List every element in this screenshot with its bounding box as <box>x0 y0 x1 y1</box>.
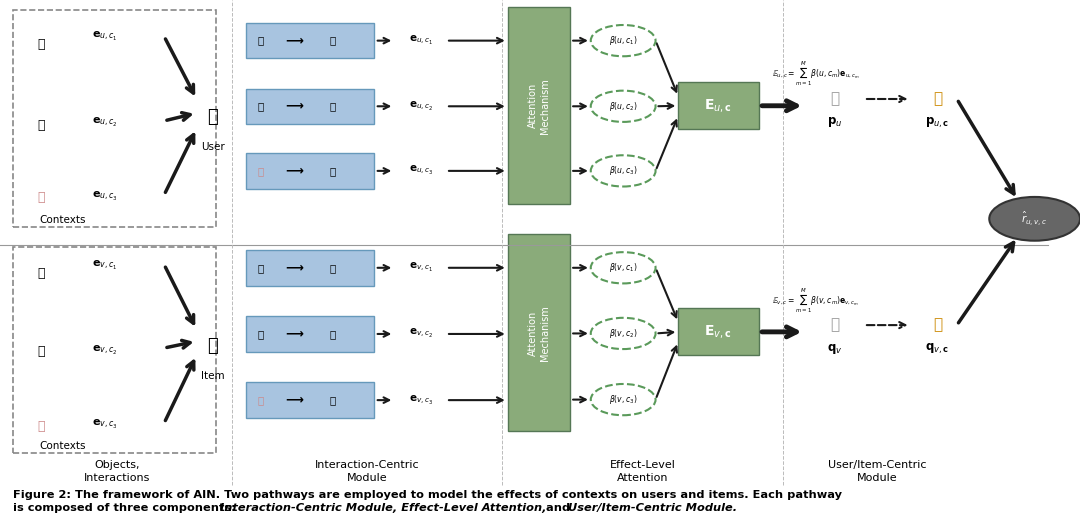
Text: $\mathbf{q}_v$: $\mathbf{q}_v$ <box>827 342 842 356</box>
Text: Attention
Mechanism: Attention Mechanism <box>528 78 550 134</box>
Text: $\mathbf{E}_{u,\mathbf{c}}$: $\mathbf{E}_{u,\mathbf{c}}$ <box>704 97 732 114</box>
Text: 🕐: 🕐 <box>257 329 264 339</box>
Text: $\mathbf{e}_{u, c_2}$: $\mathbf{e}_{u, c_2}$ <box>409 100 433 113</box>
Text: User/Item-Centric Module.: User/Item-Centric Module. <box>568 503 738 514</box>
Text: 👤: 👤 <box>38 192 44 204</box>
Text: $\beta(v, c_1)$: $\beta(v, c_1)$ <box>609 262 637 274</box>
Text: 🍪: 🍪 <box>933 318 942 332</box>
Text: ⟶: ⟶ <box>285 165 302 177</box>
FancyBboxPatch shape <box>246 316 374 352</box>
Text: 🍪: 🍪 <box>831 318 839 332</box>
FancyBboxPatch shape <box>246 153 374 189</box>
Text: $\mathbf{e}_{v, c_2}$: $\mathbf{e}_{v, c_2}$ <box>409 327 433 341</box>
Text: 🏠: 🏠 <box>257 263 264 273</box>
FancyBboxPatch shape <box>508 7 570 204</box>
Text: Interaction-Centric
Module: Interaction-Centric Module <box>315 460 419 483</box>
Text: $\mathbb{E}_{v,c} = \sum_{m=1}^{M} \beta(v,c_m)\mathbf{e}_{v,c_m}$: $\mathbb{E}_{v,c} = \sum_{m=1}^{M} \beta… <box>772 287 859 316</box>
FancyBboxPatch shape <box>678 82 759 129</box>
Text: Interactions: Interactions <box>83 473 150 483</box>
Text: $\mathbf{e}_{u, c_1}$: $\mathbf{e}_{u, c_1}$ <box>409 34 433 47</box>
Text: 👤: 👤 <box>257 166 264 176</box>
Text: Attention
Mechanism: Attention Mechanism <box>528 305 550 361</box>
Text: 👤: 👤 <box>38 420 44 432</box>
Text: ⟶: ⟶ <box>285 394 302 406</box>
Text: 🍪: 🍪 <box>207 338 218 355</box>
FancyBboxPatch shape <box>246 89 374 124</box>
Text: 👤: 👤 <box>933 92 942 106</box>
Text: $\hat{r}_{u,v,c}$: $\hat{r}_{u,v,c}$ <box>1022 209 1048 228</box>
Text: $\mathbf{e}_{v, c_3}$: $\mathbf{e}_{v, c_3}$ <box>92 418 118 431</box>
Text: User/Item-Centric
Module: User/Item-Centric Module <box>827 460 927 483</box>
Text: $\beta(u, c_3)$: $\beta(u, c_3)$ <box>609 165 637 177</box>
Text: $\beta(v, c_2)$: $\beta(v, c_2)$ <box>609 327 637 340</box>
FancyBboxPatch shape <box>246 23 374 58</box>
Text: 🕐: 🕐 <box>38 345 44 358</box>
Text: $\beta(u, c_2)$: $\beta(u, c_2)$ <box>609 100 637 113</box>
FancyBboxPatch shape <box>508 234 570 431</box>
Text: Contexts: Contexts <box>39 215 86 225</box>
Text: $\mathbb{E}_{u,c} = \sum_{m=1}^{M} \beta(u,c_m)\mathbf{e}_{u,c_m}$: $\mathbb{E}_{u,c} = \sum_{m=1}^{M} \beta… <box>772 59 860 89</box>
Text: $\mathbf{E}_{v,\mathbf{c}}$: $\mathbf{E}_{v,\mathbf{c}}$ <box>704 324 732 340</box>
Text: $\mathbf{q}_{v,\mathbf{c}}$: $\mathbf{q}_{v,\mathbf{c}}$ <box>926 342 949 356</box>
Text: User: User <box>201 142 225 152</box>
Circle shape <box>989 197 1080 241</box>
Text: 🕐: 🕐 <box>257 101 264 111</box>
Text: 🍪: 🍪 <box>329 395 336 405</box>
Text: Item: Item <box>201 371 225 381</box>
Text: $\beta(v, c_3)$: $\beta(v, c_3)$ <box>609 393 637 406</box>
Text: 👤: 👤 <box>831 92 839 106</box>
Text: $\mathbf{e}_{v, c_2}$: $\mathbf{e}_{v, c_2}$ <box>92 343 118 357</box>
Text: $\mathbf{e}_{v, c_1}$: $\mathbf{e}_{v, c_1}$ <box>92 259 118 272</box>
Text: and: and <box>542 503 575 514</box>
Text: 🕐: 🕐 <box>38 119 44 131</box>
Text: Effect-Level
Attention: Effect-Level Attention <box>610 460 675 483</box>
Text: $\mathbf{e}_{u, c_1}$: $\mathbf{e}_{u, c_1}$ <box>92 30 118 43</box>
Text: Interaction-Centric Module, Effect-Level Attention,: Interaction-Centric Module, Effect-Level… <box>220 503 546 514</box>
Text: 🏠: 🏠 <box>38 38 44 51</box>
FancyBboxPatch shape <box>246 250 374 286</box>
Text: $\mathbf{p}_u$: $\mathbf{p}_u$ <box>827 116 842 129</box>
Text: 🍪: 🍪 <box>329 263 336 273</box>
Text: Figure 2: The framework of AIN. Two pathways are employed to model the effects o: Figure 2: The framework of AIN. Two path… <box>13 490 842 500</box>
Text: 👤: 👤 <box>329 35 336 46</box>
Text: 🏠: 🏠 <box>257 35 264 46</box>
Text: ⟶: ⟶ <box>285 328 302 340</box>
Text: Contexts: Contexts <box>39 441 86 452</box>
FancyBboxPatch shape <box>246 382 374 418</box>
Text: Objects,: Objects, <box>94 460 139 470</box>
Text: $\mathbf{e}_{v, c_1}$: $\mathbf{e}_{v, c_1}$ <box>409 261 433 275</box>
Text: 👤: 👤 <box>257 395 264 405</box>
Text: $\mathbf{e}_{u, c_3}$: $\mathbf{e}_{u, c_3}$ <box>409 164 433 178</box>
FancyBboxPatch shape <box>678 308 759 355</box>
Text: $\mathbf{p}_{u,\mathbf{c}}$: $\mathbf{p}_{u,\mathbf{c}}$ <box>926 115 949 130</box>
Text: 👤: 👤 <box>329 166 336 176</box>
Text: ⟶: ⟶ <box>285 100 302 113</box>
Text: 👤: 👤 <box>207 108 218 126</box>
Text: is composed of three components:: is composed of three components: <box>13 503 240 514</box>
Text: $\mathbf{e}_{u, c_3}$: $\mathbf{e}_{u, c_3}$ <box>92 190 118 204</box>
Text: $\mathbf{e}_{v, c_3}$: $\mathbf{e}_{v, c_3}$ <box>409 393 433 407</box>
Text: 👤: 👤 <box>329 101 336 111</box>
Text: 🏠: 🏠 <box>38 267 44 280</box>
Text: ⟶: ⟶ <box>285 34 302 47</box>
Text: $\beta(u, c_1)$: $\beta(u, c_1)$ <box>609 34 637 47</box>
Text: ⟶: ⟶ <box>285 262 302 274</box>
Text: 🍪: 🍪 <box>329 329 336 339</box>
Text: $\mathbf{e}_{u, c_2}$: $\mathbf{e}_{u, c_2}$ <box>92 116 118 129</box>
